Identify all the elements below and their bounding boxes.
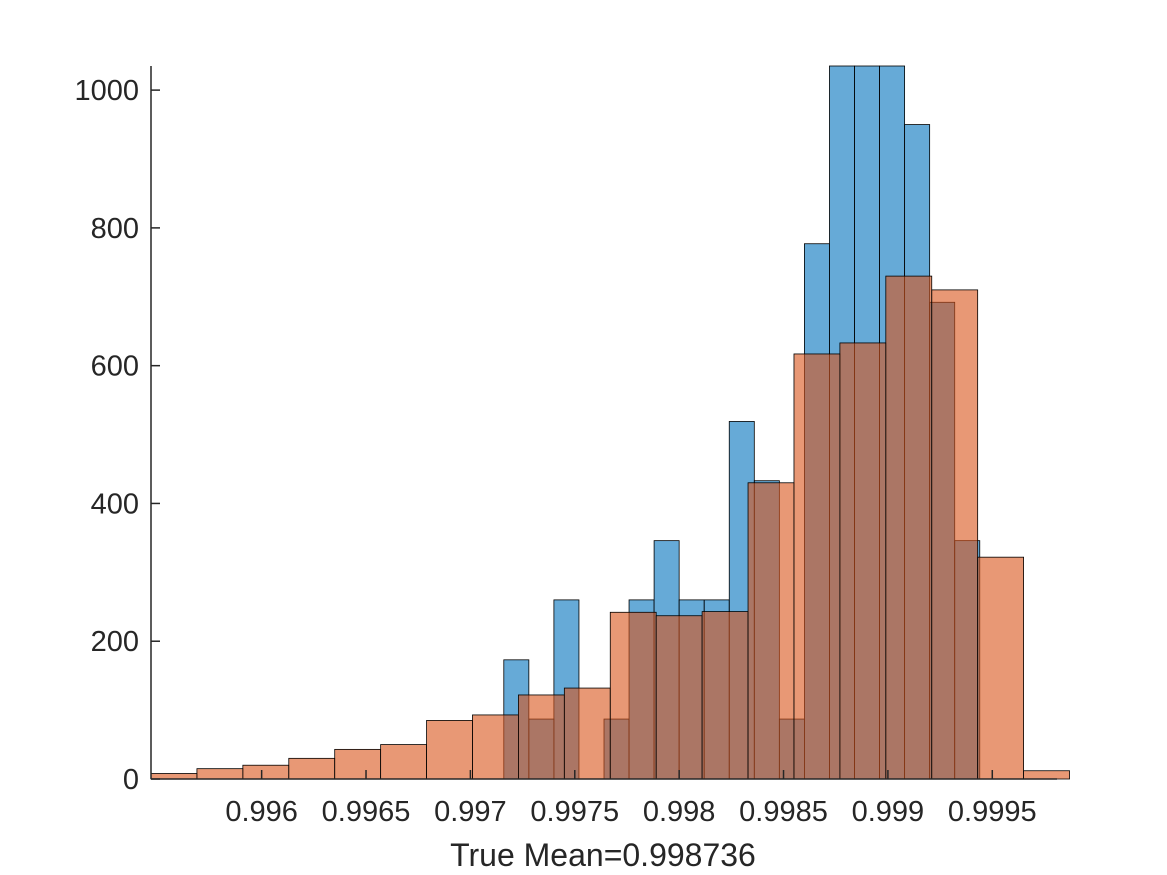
histogram-bar	[609, 611, 657, 780]
y-tick-label: 200	[91, 626, 139, 658]
y-tick-label: 800	[91, 213, 139, 245]
histogram-bar	[426, 720, 473, 780]
histogram-bar	[334, 748, 382, 780]
histogram-bar	[288, 757, 336, 780]
x-tick-label: 0.997	[434, 796, 507, 828]
x-tick-label: 0.996	[225, 796, 298, 828]
histogram-bar	[793, 353, 841, 780]
histogram-bar	[380, 744, 427, 780]
y-tick-label: 0	[123, 764, 139, 796]
histogram-bar	[931, 289, 979, 780]
x-axis-title: True Mean=0.998736	[450, 837, 756, 873]
histogram-bar	[472, 714, 519, 780]
plot-area	[150, 65, 1070, 780]
y-tick-label: 1000	[74, 75, 139, 107]
x-tick-label: 0.9965	[322, 796, 411, 828]
histogram-bar	[150, 773, 198, 780]
histogram-bar	[242, 764, 290, 780]
histogram-bar	[518, 694, 565, 780]
y-tick-label: 600	[91, 351, 139, 383]
x-tick-label: 0.9985	[739, 796, 828, 828]
histogram-bar	[1023, 770, 1070, 780]
x-axis-ticks: 0.996 0.9965 0.997 0.9975 0.998 0.9985 0.999 0.…	[225, 770, 1037, 828]
x-tick-label: 0.998	[643, 796, 716, 828]
histogram-bar	[196, 768, 244, 780]
histogram-bar	[747, 482, 795, 780]
histogram-bar	[701, 611, 749, 780]
y-axis-ticks: 0 200 400 600 800 1000	[74, 75, 160, 796]
histogram-bar	[885, 275, 933, 780]
series-2	[150, 275, 1070, 780]
histogram-bar	[563, 687, 611, 780]
histogram-bar	[977, 556, 1024, 780]
histogram-bar	[839, 342, 887, 780]
histogram-bar	[655, 615, 703, 780]
x-tick-label: 0.9995	[948, 796, 1037, 828]
x-tick-label: 0.999	[852, 796, 925, 828]
x-tick-label: 0.9975	[530, 796, 619, 828]
y-tick-label: 400	[91, 488, 139, 520]
axes	[150, 66, 1057, 780]
